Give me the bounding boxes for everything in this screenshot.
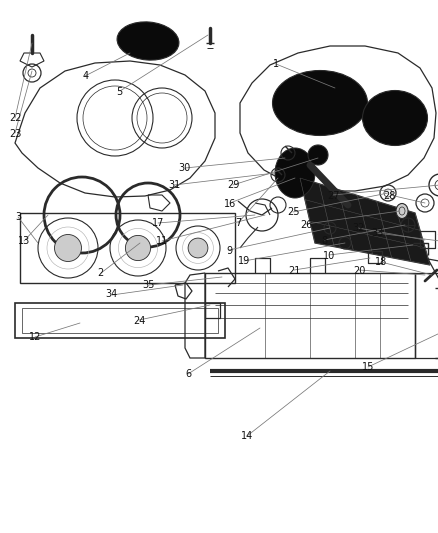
Text: 7: 7 [235,218,241,228]
Ellipse shape [272,70,367,135]
Text: 29: 29 [227,181,240,190]
Text: 27: 27 [328,191,340,201]
Text: 12: 12 [29,332,41,342]
Circle shape [308,145,328,165]
Ellipse shape [275,148,315,198]
Text: 22: 22 [9,114,21,123]
Text: 25: 25 [287,207,300,217]
Text: 1: 1 [273,59,279,69]
Text: 34: 34 [106,289,118,299]
Text: 18: 18 [375,257,387,267]
Text: 20: 20 [353,266,365,276]
Text: 5: 5 [117,87,123,96]
Text: 4: 4 [82,71,88,80]
Text: 26: 26 [300,220,313,230]
Text: 17: 17 [152,218,165,228]
Text: 31: 31 [168,181,180,190]
Circle shape [125,236,151,261]
Text: 30: 30 [179,163,191,173]
Text: 9: 9 [226,246,232,255]
Text: 28: 28 [384,191,396,201]
Text: 33: 33 [371,229,384,238]
Text: 15: 15 [362,362,374,372]
Text: 24: 24 [133,316,145,326]
Text: 19: 19 [238,256,251,266]
Text: 2: 2 [98,268,104,278]
Text: 32: 32 [352,223,364,233]
Text: 11: 11 [156,236,168,246]
Ellipse shape [363,91,427,146]
Text: 35: 35 [143,280,155,290]
Text: 16: 16 [224,199,236,208]
Text: 21: 21 [288,266,300,276]
Ellipse shape [396,204,408,219]
Text: 3: 3 [15,213,21,222]
Circle shape [188,238,208,258]
Text: 6: 6 [185,369,191,379]
Text: 13: 13 [18,236,30,246]
Ellipse shape [117,22,179,60]
Circle shape [54,235,81,262]
Text: 8: 8 [321,236,327,246]
Text: 14: 14 [241,431,254,441]
Text: 10: 10 [323,251,336,261]
Polygon shape [300,178,430,265]
Text: 23: 23 [9,130,21,139]
